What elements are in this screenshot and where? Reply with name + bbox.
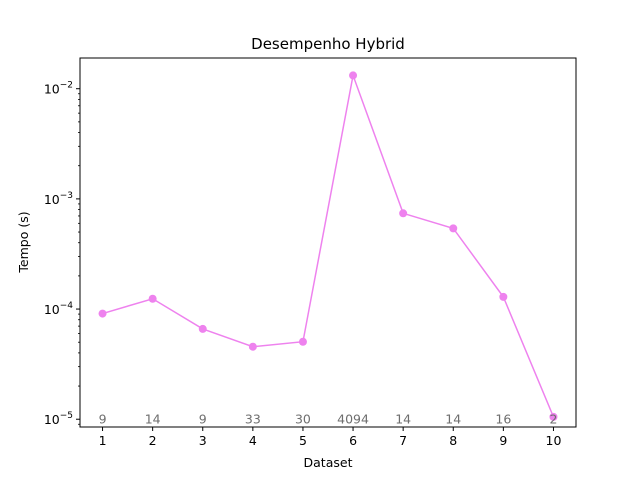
x-tick-label: 9: [499, 433, 507, 448]
data-label: 33: [245, 412, 261, 427]
data-label: 14: [445, 412, 461, 427]
data-point: [98, 309, 107, 318]
x-tick-label: 1: [99, 433, 107, 448]
chart-title: Desempenho Hybrid: [251, 35, 405, 53]
y-tick-label: 10−4: [44, 301, 73, 317]
data-point: [549, 412, 558, 421]
x-tick-label: 5: [299, 433, 307, 448]
plot-area: 9 14 9 33 30 4094 14 14 16 2: [98, 71, 558, 427]
data-point: [449, 224, 458, 233]
data-label: 9: [99, 412, 107, 427]
y-axis-label: Tempo (s): [16, 211, 31, 273]
x-tick-label: 6: [349, 433, 357, 448]
x-tick-label: 7: [399, 433, 407, 448]
data-point: [399, 209, 408, 218]
data-point: [248, 342, 257, 351]
x-tick-label: 3: [199, 433, 207, 448]
data-point: [198, 324, 207, 333]
x-tick-label: 10: [546, 433, 562, 448]
data-point: [499, 292, 508, 301]
data-label: 2: [549, 412, 557, 427]
y-axis: 10−5 10−4 10−3 10−2: [44, 81, 80, 427]
y-tick-label: 10−3: [44, 191, 73, 207]
x-tick-label: 2: [149, 433, 157, 448]
data-label: 9: [199, 412, 207, 427]
x-axis-label: Dataset: [304, 455, 353, 470]
y-tick-label: 10−5: [44, 411, 73, 427]
data-label: 14: [145, 412, 161, 427]
data-label: 16: [495, 412, 511, 427]
y-tick-label: 10−2: [44, 81, 73, 97]
x-axis: 1 2 3 4 5 6 7 8 9 10: [99, 427, 562, 448]
data-point: [349, 71, 358, 80]
x-tick-label: 8: [449, 433, 457, 448]
x-tick-label: 4: [249, 433, 257, 448]
data-label: 4094: [337, 412, 369, 427]
data-point: [298, 337, 307, 346]
series-line: [102, 72, 555, 418]
data-point: [148, 294, 157, 303]
data-label: 30: [295, 412, 311, 427]
axes-frame: [79, 57, 577, 428]
data-label: 14: [395, 412, 411, 427]
